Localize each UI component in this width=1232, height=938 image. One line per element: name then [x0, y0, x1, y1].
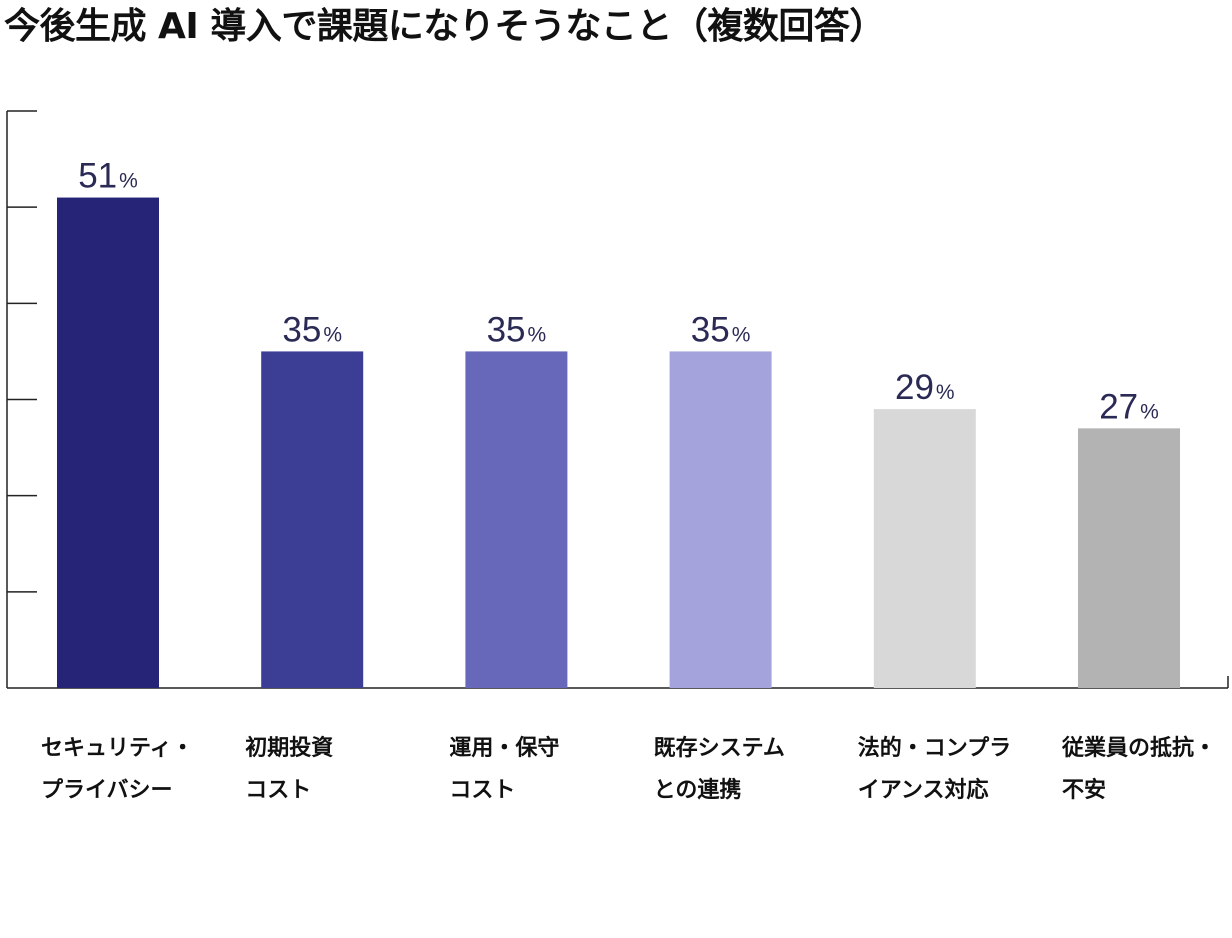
category-label: 初期投資 コスト — [245, 736, 334, 803]
bar-value-label: 29% — [895, 368, 955, 407]
axes — [6, 110, 1229, 689]
category-label: 既存システム との連携 — [653, 736, 785, 803]
bar-value-label: 35% — [691, 310, 751, 349]
bar — [261, 351, 364, 688]
bar — [1078, 428, 1180, 688]
bar-value-label: 27% — [1099, 387, 1159, 426]
chart-title: 今後生成 AI 導入で課題になりそうなこと（複数回答） — [4, 6, 885, 47]
bar-value-label: 35% — [282, 310, 342, 349]
category-label: 運用・保守 コスト — [449, 736, 560, 803]
bar — [873, 409, 976, 688]
category-label: 従業員の抵抗・ 不安 — [1062, 736, 1217, 803]
category-label: 法的・コンプラ イアンス対応 — [857, 736, 1012, 803]
bar-value-label: 51% — [78, 157, 138, 196]
bar — [57, 197, 159, 689]
bars — [57, 197, 1180, 689]
category-label: セキュリティ・ プライバシー — [41, 736, 194, 803]
value-labels: 51% 35% 35% 35% 29% 27% — [78, 157, 1159, 427]
bar — [465, 351, 568, 688]
bar-value-label: 35% — [487, 310, 547, 349]
bar — [669, 351, 772, 688]
